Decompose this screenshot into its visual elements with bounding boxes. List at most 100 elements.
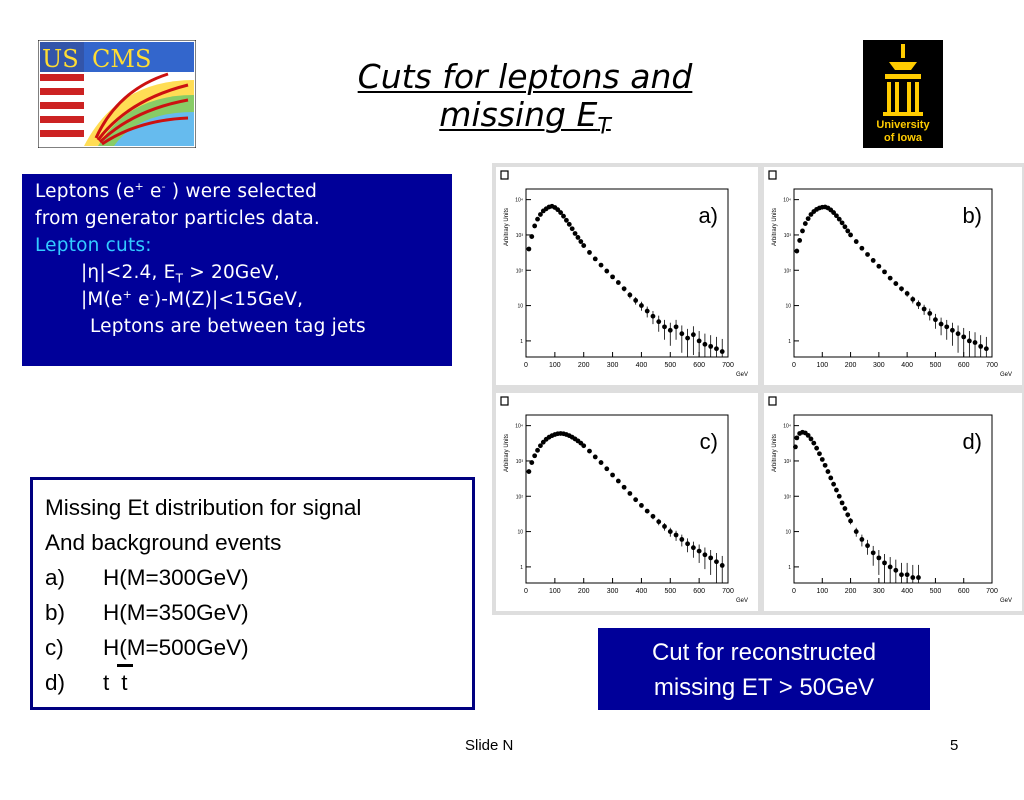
- data-point: [845, 512, 851, 518]
- plot-panel-a: 0 100 200 300 400 500 600 700 1 10 10² 10³ 10⁴ GeV Arb…: [496, 167, 758, 385]
- data-point: [972, 340, 978, 345]
- data-point: [532, 223, 538, 229]
- data-point: [961, 334, 967, 340]
- data-point: [834, 487, 839, 493]
- x-tick-label: 100: [549, 588, 561, 595]
- data-point: [944, 324, 950, 330]
- x-axis-label: GeV: [1000, 372, 1012, 378]
- data-point: [887, 275, 893, 281]
- data-point: [538, 443, 543, 449]
- data-point: [794, 248, 800, 254]
- y-tick-label: 10: [785, 530, 791, 536]
- lepton-cut-mass: |M(e+ e-)-M(Z)|<15GeV,: [35, 286, 452, 313]
- x-tick-label: 600: [693, 588, 705, 595]
- y-tick-label: 1: [788, 339, 791, 345]
- data-point: [793, 444, 798, 450]
- data-point: [535, 447, 540, 453]
- x-tick-label: 700: [722, 362, 734, 369]
- missing-et-plots: 0 100 200 300 400 500 600 700 1 10 10² 10³ 10⁴ GeV Arb…: [492, 163, 1024, 615]
- data-point: [662, 324, 667, 330]
- data-point: [916, 301, 921, 307]
- data-point: [978, 343, 984, 349]
- data-point: [831, 481, 836, 487]
- data-point: [870, 550, 876, 556]
- lepton-line-1d: -: [161, 179, 166, 193]
- data-point: [581, 243, 587, 248]
- data-point: [882, 269, 887, 275]
- data-point: [719, 563, 725, 568]
- data-point: [627, 491, 633, 496]
- y-tick-label: 10⁴: [783, 198, 791, 204]
- data-point: [842, 506, 848, 511]
- cut-line-1: Cut for reconstructed: [651, 639, 877, 666]
- plot-c-svg: 0 100 200 300 400 500 600 700 1 10 10² 10³ 10⁴ GeV Arb…: [500, 396, 748, 604]
- data-point: [708, 555, 714, 561]
- y-axis-label: Arbitrary Units: [504, 208, 510, 246]
- us-cms-logo-graphic: US CMS: [37, 39, 197, 149]
- y-tick-label: 10: [517, 304, 523, 310]
- x-tick-label: 200: [578, 588, 590, 595]
- plot-panel-c: 0 100 200 300 400 500 600 700 1 10 10² 10³ 10⁴ GeV Arb…: [496, 393, 758, 611]
- data-point: [702, 552, 708, 558]
- data-point: [870, 258, 876, 263]
- data-point: [910, 575, 916, 580]
- x-axis-label: GeV: [1000, 598, 1012, 604]
- y-tick-label: 1: [520, 565, 523, 571]
- y-tick-label: 10²: [516, 494, 524, 500]
- x-tick-label: 600: [958, 588, 970, 595]
- panel-label: a): [698, 203, 718, 228]
- data-point: [834, 213, 839, 219]
- data-point: [558, 210, 564, 215]
- x-tick-label: 300: [607, 588, 619, 595]
- data-point: [848, 518, 853, 524]
- data-point: [876, 555, 882, 561]
- data-point: [621, 286, 627, 292]
- data-point: [685, 335, 690, 341]
- data-point: [893, 281, 899, 286]
- data-point: [555, 207, 561, 213]
- list-line-1: Missing Et distribution for signal: [45, 495, 362, 520]
- y-tick-label: 10: [517, 530, 523, 536]
- plot-b-svg: 0 100 200 300 400 500 600 700 1 10 10² 10³ 10⁴ GeV Arb…: [768, 170, 1012, 378]
- title-subscript: T: [597, 114, 611, 140]
- slide-footer-label: Slide N: [465, 737, 514, 754]
- data-point: [825, 469, 831, 474]
- data-point: [650, 313, 656, 319]
- x-tick-label: 500: [664, 362, 676, 369]
- slide-page-number: 5: [950, 737, 959, 754]
- data-point: [532, 453, 538, 459]
- data-point: [916, 575, 921, 580]
- data-point: [950, 327, 955, 333]
- data-point: [714, 559, 719, 565]
- x-tick-label: 500: [930, 588, 942, 595]
- data-point: [805, 432, 811, 438]
- data-point: [598, 262, 604, 268]
- data-point: [859, 537, 865, 542]
- data-point: [572, 231, 578, 236]
- x-tick-label: 500: [664, 588, 676, 595]
- plot-frame: [525, 414, 729, 584]
- y-tick-label: 10³: [784, 233, 792, 239]
- data-point: [927, 311, 933, 316]
- iowa-logo-line1: University: [876, 119, 930, 131]
- x-tick-label: 600: [693, 362, 705, 369]
- data-point: [800, 228, 805, 234]
- data-point: [938, 321, 944, 327]
- data-point: [853, 529, 859, 534]
- data-point: [644, 508, 650, 514]
- x-tick-label: 100: [816, 588, 828, 595]
- data-point: [817, 451, 822, 457]
- lepton-cut-mass-c: e: [132, 289, 150, 310]
- panel-label: c): [700, 429, 718, 454]
- data-point: [529, 460, 535, 465]
- x-tick-label: 600: [958, 362, 970, 369]
- list-item-label: d): [45, 670, 66, 695]
- list-item: b) H(M=350GeV): [45, 595, 472, 630]
- data-point: [921, 306, 927, 312]
- data-point: [831, 210, 836, 215]
- data-point: [639, 303, 644, 308]
- x-tick-label: 700: [722, 588, 734, 595]
- x-tick-label: 200: [845, 588, 857, 595]
- data-point: [853, 239, 859, 244]
- lepton-cut-mass-e: )-M(Z)|<15GeV,: [153, 289, 304, 310]
